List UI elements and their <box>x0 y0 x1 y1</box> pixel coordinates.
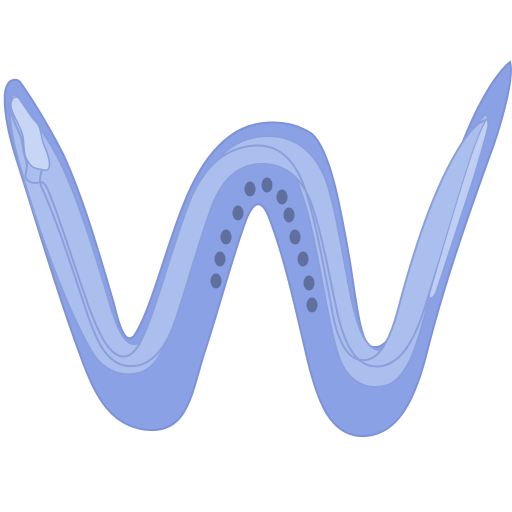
arch-dot <box>283 207 295 223</box>
arch-dot <box>276 189 288 205</box>
arch-dot <box>244 181 256 197</box>
arch-dot <box>220 229 232 245</box>
arch-dot <box>214 251 226 267</box>
arch-dot <box>289 229 301 245</box>
arch-dot <box>210 273 222 289</box>
left-arm-highlight <box>10 96 51 171</box>
arch-dot <box>303 275 315 291</box>
arch-dot <box>261 177 273 193</box>
arch-dot <box>297 251 309 267</box>
outer-band-shape <box>3 60 512 438</box>
arch-dot <box>306 297 318 313</box>
arch-dot <box>232 205 244 221</box>
right-arm-highlight <box>428 118 489 299</box>
arch-dots <box>210 177 318 313</box>
